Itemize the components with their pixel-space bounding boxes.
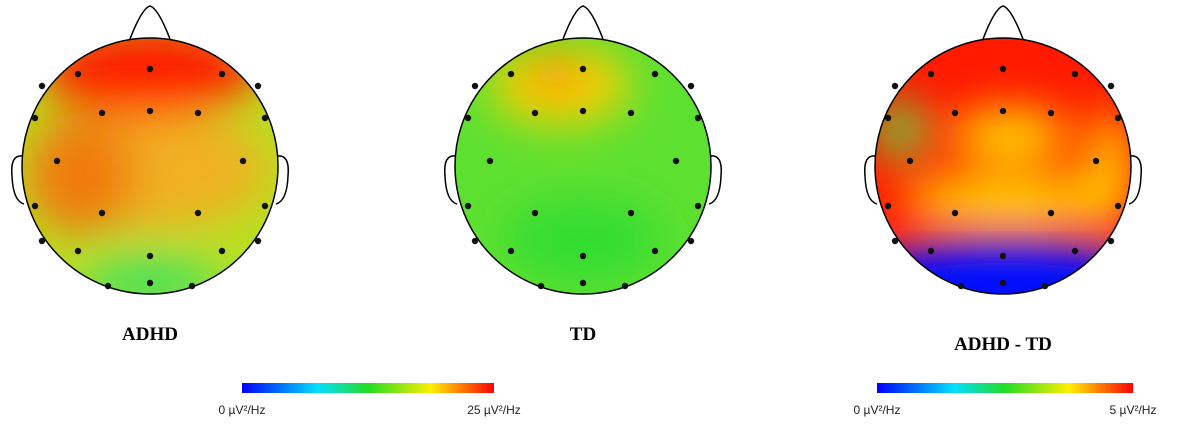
electrode — [1114, 202, 1122, 210]
ear — [443, 155, 458, 205]
electrode — [194, 109, 202, 117]
electrode — [687, 237, 695, 245]
electrode — [38, 237, 46, 245]
ear — [863, 155, 878, 205]
nose — [562, 5, 604, 40]
nose — [982, 5, 1024, 40]
electrode — [1071, 70, 1079, 78]
colorbar-min-label: 0 µV²/Hz — [219, 403, 266, 417]
electrode — [1041, 282, 1049, 290]
electrode — [464, 114, 472, 122]
map-label: ADHD — [122, 324, 178, 345]
electrode — [999, 65, 1007, 73]
electrode — [1114, 114, 1122, 122]
colorbar-min-label: 0 µV²/Hz — [854, 403, 901, 417]
electrode — [146, 107, 154, 115]
electrode — [254, 82, 262, 90]
ear — [1128, 155, 1143, 205]
nose — [129, 5, 171, 40]
electrode — [687, 82, 695, 90]
electrode — [1107, 237, 1115, 245]
electrode — [188, 282, 196, 290]
electrode — [261, 114, 269, 122]
map-label: TD — [570, 324, 596, 345]
electrode — [53, 157, 61, 165]
electrode — [1047, 109, 1055, 117]
electrode — [146, 252, 154, 260]
electrode — [927, 70, 935, 78]
electrode — [1092, 157, 1100, 165]
electrode — [74, 247, 82, 255]
electrode — [579, 279, 587, 287]
electrode — [218, 70, 226, 78]
ear — [10, 155, 25, 205]
electrode — [651, 247, 659, 255]
electrode — [254, 237, 262, 245]
electrode — [891, 237, 899, 245]
electrode — [957, 282, 965, 290]
colorbar — [242, 383, 494, 393]
electrode — [239, 157, 247, 165]
electrode — [531, 109, 539, 117]
electrodes — [31, 65, 1122, 290]
topomap-td — [454, 37, 712, 295]
electrode — [906, 157, 914, 165]
electrode — [999, 252, 1007, 260]
electrode — [531, 209, 539, 217]
ear — [275, 155, 290, 205]
electrode — [261, 202, 269, 210]
map-label: ADHD - TD — [954, 334, 1052, 355]
colorbar-max-label: 25 µV²/Hz — [467, 403, 521, 417]
electrode — [464, 202, 472, 210]
electrode — [486, 157, 494, 165]
electrode — [507, 70, 515, 78]
electrode — [146, 65, 154, 73]
colorbar — [877, 383, 1133, 393]
electrode — [1071, 247, 1079, 255]
colorbar-max-label: 5 µV²/Hz — [1110, 403, 1157, 417]
electrode — [884, 202, 892, 210]
electrode — [627, 109, 635, 117]
electrode — [579, 107, 587, 115]
electrode — [74, 70, 82, 78]
electrode — [694, 114, 702, 122]
electrode — [891, 82, 899, 90]
electrode — [951, 209, 959, 217]
electrode — [927, 247, 935, 255]
electrode — [537, 282, 545, 290]
electrode — [694, 202, 702, 210]
electrode — [999, 107, 1007, 115]
electrode — [951, 109, 959, 117]
electrode — [507, 247, 515, 255]
ear — [708, 155, 723, 205]
electrode — [471, 82, 479, 90]
electrode — [194, 209, 202, 217]
electrode — [31, 114, 39, 122]
electrode — [471, 237, 479, 245]
electrode — [999, 279, 1007, 287]
electrode — [31, 202, 39, 210]
electrode — [1107, 82, 1115, 90]
electrode — [672, 157, 680, 165]
electrode — [104, 282, 112, 290]
electrode — [146, 279, 154, 287]
electrode — [579, 252, 587, 260]
electrode — [884, 114, 892, 122]
electrode — [621, 282, 629, 290]
electrode — [98, 209, 106, 217]
head-outlines — [10, 5, 1143, 205]
electrode — [627, 209, 635, 217]
electrode — [1047, 209, 1055, 217]
electrode — [651, 70, 659, 78]
electrode — [579, 65, 587, 73]
electrode — [98, 109, 106, 117]
electrode — [38, 82, 46, 90]
electrode — [218, 247, 226, 255]
